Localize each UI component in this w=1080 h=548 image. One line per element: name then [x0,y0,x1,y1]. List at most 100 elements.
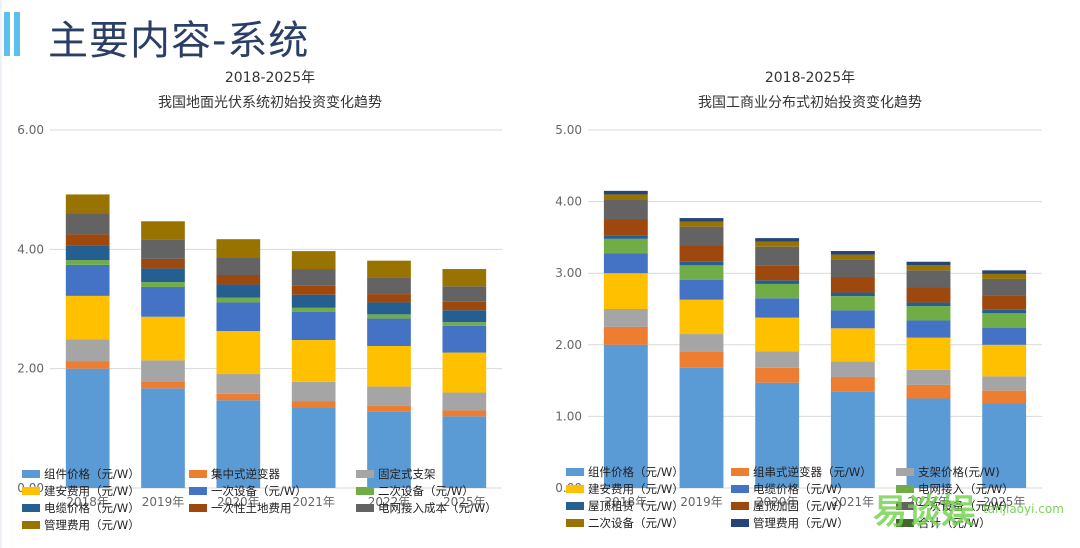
bar-segment-4-7 [906,287,951,303]
bar-segment-4-8 [367,277,411,295]
bar-segment-0-0 [65,368,110,488]
bar-segment-0-3 [65,295,110,340]
x-tick-label: 2021年 [832,495,875,509]
bar-segment-4-7 [367,294,411,303]
legend-swatch [356,504,374,512]
watermark-text-sub: tanjiaoyi.com [983,502,1064,516]
chart-title: 2018-2025年 [765,70,855,86]
legend-label: 屋顶加固（元/W） [753,499,849,513]
bar-segment-4-5 [367,314,411,319]
bar-segment-5-3 [442,352,487,393]
bar-segment-1-7 [141,258,185,269]
y-tick-label: 5.00 [555,123,582,137]
y-tick-label: 2.00 [555,338,582,352]
bar-segment-5-0 [442,416,487,488]
bar-segment-4-9 [906,265,951,271]
legend-label: 建安费用（元/W） [588,482,684,496]
bar-segment-0-1 [603,326,648,345]
legend-swatch [356,470,374,478]
bar-segment-1-1 [141,381,185,389]
bar-segment-1-3 [141,316,185,361]
bar-segment-2-9 [755,241,800,247]
bar-segment-2-7 [216,274,261,285]
legend-label: 固定式支架 [378,467,436,481]
legend-swatch [566,502,584,510]
legend-label: 合计（元/W） [918,516,991,530]
y-tick-label: 4.00 [17,242,44,256]
legend-label: 一次设备（元/W） [918,499,1014,513]
bar-segment-5-8 [442,286,487,302]
bar-segment-4-1 [906,384,951,399]
x-tick-label: 2022年 [907,495,950,509]
chart-subtitle: 我国工商业分布式初始投资变化趋势 [698,94,922,111]
bar-segment-5-9 [442,269,487,287]
legend-label: 电网接入成本（元/W） [378,501,497,515]
bar-segment-5-6 [982,309,1027,314]
x-tick-label: 2020年 [217,495,260,509]
bar-segment-2-7 [755,265,800,281]
legend-label: 一次设备（元/W） [211,484,307,498]
bar-segment-4-3 [367,345,411,387]
bar-segment-1-4 [679,279,724,300]
legend-label: 支架价格(元/W) [918,465,1000,479]
legend-swatch [896,468,914,476]
legend-label: 电缆价格（元/W） [44,501,140,515]
legend-swatch [189,487,207,495]
bar-segment-2-5 [216,297,261,303]
legend-swatch [731,519,749,527]
legend-swatch [896,502,914,510]
bar-segment-5-6 [442,310,487,323]
bar-segment-1-2 [141,360,185,382]
bar-segment-1-4 [141,286,185,317]
bar-segment-0-0 [603,344,648,488]
legend-label: 一次性土地费用 [211,501,292,515]
x-tick-label: 2019年 [680,495,723,509]
bar-segment-2-5 [755,283,800,299]
page-title: 主要内容-系统 [48,18,310,64]
bar-segment-5-7 [442,301,487,311]
bar-segment-1-0 [141,388,185,488]
bar-segment-5-5 [442,322,487,326]
bar-segment-0-8 [603,199,648,220]
legend-swatch [22,487,40,495]
bar-segment-2-4 [755,298,800,318]
bar-segment-3-4 [830,310,875,329]
legend-label: 电网接入（元/W） [918,482,1014,496]
bar-segment-1-7 [679,245,724,262]
bar-segment-2-3 [216,331,261,375]
bar-segment-2-0 [216,400,261,488]
bar-segment-2-1 [216,393,261,401]
bar-segment-3-5 [830,296,875,311]
bar-segment-2-2 [216,374,261,394]
bar-segment-2-8 [216,257,261,275]
legend-swatch [22,470,40,478]
legend-swatch [22,504,40,512]
bar-segment-4-2 [906,369,951,385]
legend-swatch [566,485,584,493]
y-tick-label: 6.00 [17,123,44,137]
x-tick-label: 2020年 [756,495,799,509]
bar-segment-1-6 [679,261,724,266]
commercial-pv-investment-chart: 2018-2025年我国工商业分布式初始投资变化趋势0.001.002.003.… [555,70,1042,530]
bar-segment-0-5 [603,238,648,254]
bar-segment-2-1 [755,367,800,383]
bar-segment-0-7 [603,219,648,236]
bar-segment-5-7 [982,295,1027,310]
bar-segment-4-2 [367,386,411,406]
bar-segment-3-0 [291,407,336,488]
bar-segment-2-4 [216,302,261,332]
legend-label: 组件价格（元/W） [44,467,140,481]
bar-segment-1-0 [679,367,724,488]
bar-segment-5-4 [442,325,487,353]
bar-segment-0-2 [65,339,110,362]
legend-swatch [731,485,749,493]
bar-segment-1-8 [679,226,724,246]
bar-segment-5-4 [982,327,1027,345]
bar-segment-3-1 [291,401,336,408]
legend-label: 二次设备（元/W） [588,516,684,530]
bar-segment-5-1 [982,390,1027,404]
bar-segment-2-3 [755,317,800,352]
bar-segment-2-8 [755,246,800,266]
bar-segment-1-3 [679,299,724,335]
bar-segment-2-9 [216,239,261,258]
